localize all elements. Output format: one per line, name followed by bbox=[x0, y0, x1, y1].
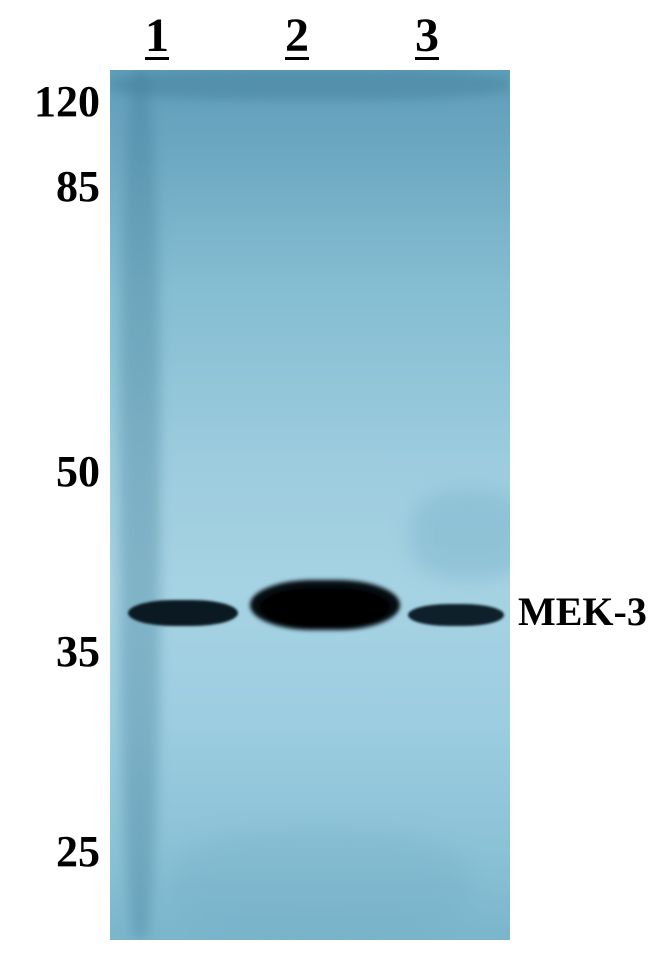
protein-name-text: MEK-3 bbox=[518, 589, 647, 634]
lane-labels-row: 1 2 3 bbox=[0, 8, 650, 68]
band-lane-2 bbox=[260, 588, 390, 626]
blot-membrane bbox=[110, 70, 510, 940]
lane-label-1: 1 bbox=[145, 8, 169, 63]
protein-name-label: MEK-3 bbox=[518, 588, 647, 635]
blot-smudge bbox=[170, 830, 470, 940]
band-lane-3 bbox=[408, 604, 504, 626]
mw-marker-35: 35 bbox=[0, 626, 100, 677]
mw-marker-50: 50 bbox=[0, 446, 100, 497]
mw-marker-85: 85 bbox=[0, 161, 100, 212]
mw-marker-25: 25 bbox=[0, 826, 100, 877]
lane-label-2: 2 bbox=[285, 8, 309, 63]
blot-smudge bbox=[110, 70, 510, 100]
blot-smudge bbox=[120, 70, 160, 940]
lane-label-3: 3 bbox=[415, 8, 439, 63]
blot-smudge bbox=[410, 490, 510, 580]
band-lane-1 bbox=[128, 600, 238, 626]
mw-marker-120: 120 bbox=[0, 76, 100, 127]
